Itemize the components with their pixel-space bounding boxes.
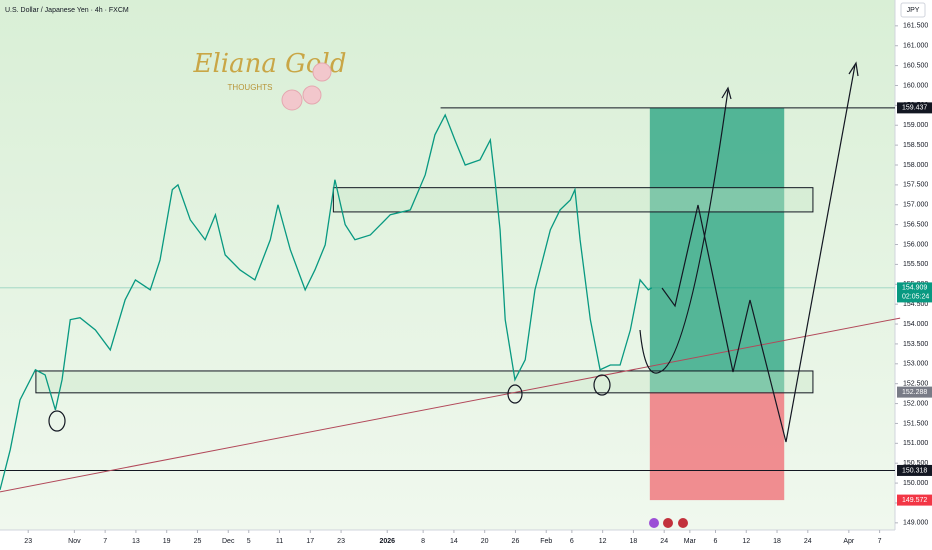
x-tick-label: 12: [742, 538, 750, 545]
y-tick-label: 156.000: [903, 241, 928, 248]
x-tick-label: 2026: [379, 538, 395, 545]
price-label-box: [897, 464, 932, 476]
price-label-box: [897, 386, 932, 398]
y-tick-label: 158.000: [903, 162, 928, 169]
y-tick-label: 160.500: [903, 62, 928, 69]
y-tick-label: 153.000: [903, 361, 928, 368]
x-tick-label: 18: [773, 538, 781, 545]
y-tick-label: 161.000: [903, 43, 928, 50]
y-tick-label: 153.500: [903, 341, 928, 348]
countdown: 02:05:24: [902, 294, 929, 301]
x-tick-label: 5: [247, 538, 251, 545]
watermark-sub: THOUGHTS: [228, 83, 273, 92]
price-axis: [895, 0, 932, 550]
y-tick-label: 156.500: [903, 221, 928, 228]
y-tick-label: 160.000: [903, 82, 928, 89]
x-tick-label: 20: [481, 538, 489, 545]
y-tick-label: 154.000: [903, 321, 928, 328]
x-tick-label: 13: [132, 538, 140, 545]
price-label: 159.437: [902, 105, 927, 112]
y-tick-label: 161.500: [903, 23, 928, 30]
y-tick-label: 155.500: [903, 261, 928, 268]
x-tick-label: 23: [337, 538, 345, 545]
zone: [332, 187, 814, 213]
y-tick-label: 157.500: [903, 182, 928, 189]
x-tick-label: 6: [714, 538, 718, 545]
price-label-box: [897, 282, 932, 303]
x-tick-label: 25: [194, 538, 202, 545]
x-tick-label: 26: [512, 538, 520, 545]
x-tick-label: Mar: [684, 538, 697, 545]
x-tick-label: 17: [306, 538, 314, 545]
x-tick-label: Nov: [68, 538, 81, 545]
currency: JPY: [907, 7, 920, 14]
x-tick-label: 7: [103, 538, 107, 545]
trend-line: [0, 317, 901, 493]
x-tick-label: Feb: [540, 538, 552, 545]
x-tick-label: 14: [450, 538, 458, 545]
y-tick-label: 157.000: [903, 202, 928, 209]
x-tick-label: 24: [804, 538, 812, 545]
x-tick-label: 18: [630, 538, 638, 545]
roses: [281, 62, 332, 111]
y-tick-label: 159.000: [903, 122, 928, 129]
zone: [35, 370, 814, 394]
x-tick-label: 11: [276, 538, 283, 545]
price-label: 149.572: [902, 497, 927, 504]
currency-box: [900, 2, 926, 18]
x-tick-label: 7: [878, 538, 882, 545]
price-label-box: [897, 494, 932, 506]
x-tick-label: 6: [570, 538, 574, 545]
y-tick-label: 151.000: [903, 440, 928, 447]
target-zone: [649, 107, 785, 393]
price-label: 152.288: [902, 389, 927, 396]
price-label: 154.909: [902, 285, 927, 292]
x-tick-label: 8: [421, 538, 425, 545]
y-tick-label: 152.000: [903, 400, 928, 407]
y-tick-label: 158.500: [903, 142, 928, 149]
stop-zone: [649, 392, 785, 501]
price-line: [0, 113, 653, 491]
y-tick-label: 151.500: [903, 420, 928, 427]
y-tick-label: 152.500: [903, 381, 928, 388]
chart-title: U.S. Dollar / Japanese Yen · 4h · FXCM: [5, 7, 129, 14]
price-label: 150.318: [902, 467, 927, 474]
y-tick-label: 150.500: [903, 460, 928, 467]
price-label-box: [897, 102, 932, 114]
x-tick-label: Dec: [222, 538, 235, 545]
projection: [48, 61, 859, 443]
x-tick-label: Apr: [843, 538, 855, 545]
event-icons: [649, 518, 688, 528]
x-tick-label: 24: [660, 538, 668, 545]
x-tick-label: 19: [163, 538, 171, 545]
x-tick-label: 23: [24, 538, 32, 545]
y-tick-label: 150.000: [903, 480, 928, 487]
y-tick-label: 154.500: [903, 301, 928, 308]
y-tick-label: 149.000: [903, 520, 928, 527]
x-tick-label: 12: [599, 538, 607, 545]
